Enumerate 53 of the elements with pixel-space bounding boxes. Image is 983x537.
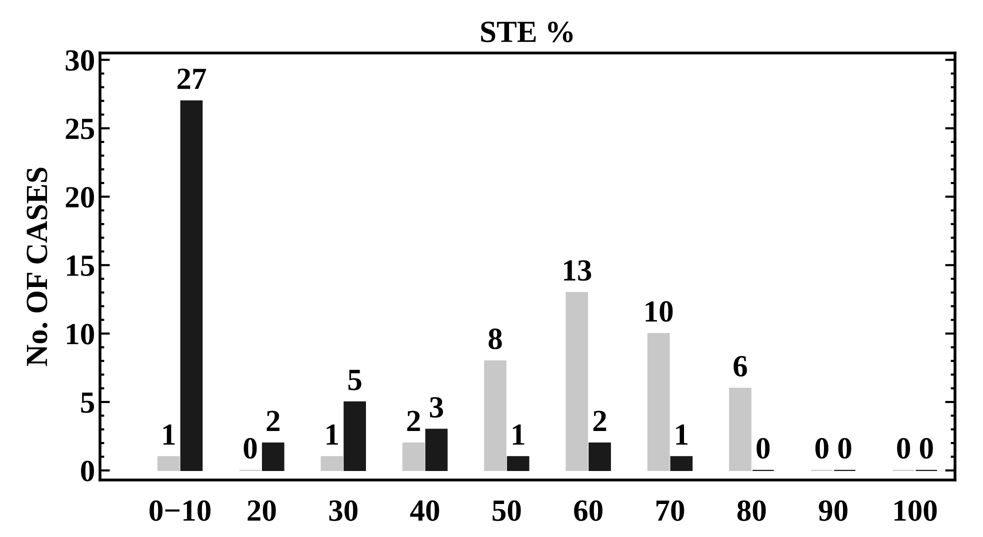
y-tick-label: 0	[81, 460, 94, 482]
bar	[157, 456, 180, 471]
data-label: 2	[593, 410, 606, 431]
bar	[262, 442, 284, 471]
data-label: 6	[734, 356, 747, 377]
y-tick-label: 15	[67, 256, 94, 276]
chart-title: STE %	[481, 22, 573, 42]
y-axis-title: No. OF CASES	[26, 168, 48, 366]
y-tick-label: 25	[66, 118, 94, 140]
bar	[484, 360, 506, 471]
data-label: 8	[488, 328, 502, 350]
x-tick-label: 40	[410, 500, 440, 521]
x-tick-label: 50	[492, 500, 521, 521]
bar	[729, 388, 752, 471]
bar	[647, 333, 670, 471]
data-label: 0	[897, 438, 910, 459]
data-label: 27	[177, 68, 206, 89]
bar	[425, 428, 448, 471]
y-tick-label: 30	[66, 50, 94, 71]
y-tick-label: 20	[66, 186, 94, 208]
data-label: 10	[646, 301, 673, 322]
data-label: 1	[163, 424, 175, 445]
data-label: 1	[326, 424, 338, 445]
bar	[344, 401, 366, 471]
x-tick-label: 30	[329, 500, 358, 521]
x-tick-label: 20	[248, 500, 276, 521]
data-label: 3	[430, 397, 444, 418]
data-label: 0	[838, 438, 852, 459]
bar	[588, 442, 611, 471]
bar	[506, 456, 530, 471]
data-label: 13	[564, 260, 592, 281]
data-label: 2	[407, 410, 420, 431]
bar	[320, 456, 344, 471]
data-label: 2	[266, 410, 280, 431]
data-label: 0	[815, 438, 828, 459]
data-label: 0	[756, 438, 770, 459]
y-tick-label: 5	[81, 392, 94, 413]
x-tick-label: 70	[656, 500, 684, 521]
x-tick-label: 90	[818, 500, 848, 521]
data-label: 0	[920, 438, 933, 459]
data-label: 1	[676, 424, 688, 445]
x-tick-label: 100	[894, 500, 937, 521]
data-label: 5	[348, 370, 362, 390]
bar	[670, 456, 693, 471]
data-label: 1	[512, 424, 524, 445]
x-tick-label: 0−10	[150, 500, 210, 521]
y-tick-label: 10	[67, 324, 94, 344]
x-tick-label: 80	[737, 500, 766, 521]
data-label: 0	[244, 438, 257, 459]
bar	[180, 100, 203, 471]
x-tick-label: 60	[574, 500, 602, 521]
bar	[566, 292, 588, 471]
bar	[402, 442, 425, 471]
